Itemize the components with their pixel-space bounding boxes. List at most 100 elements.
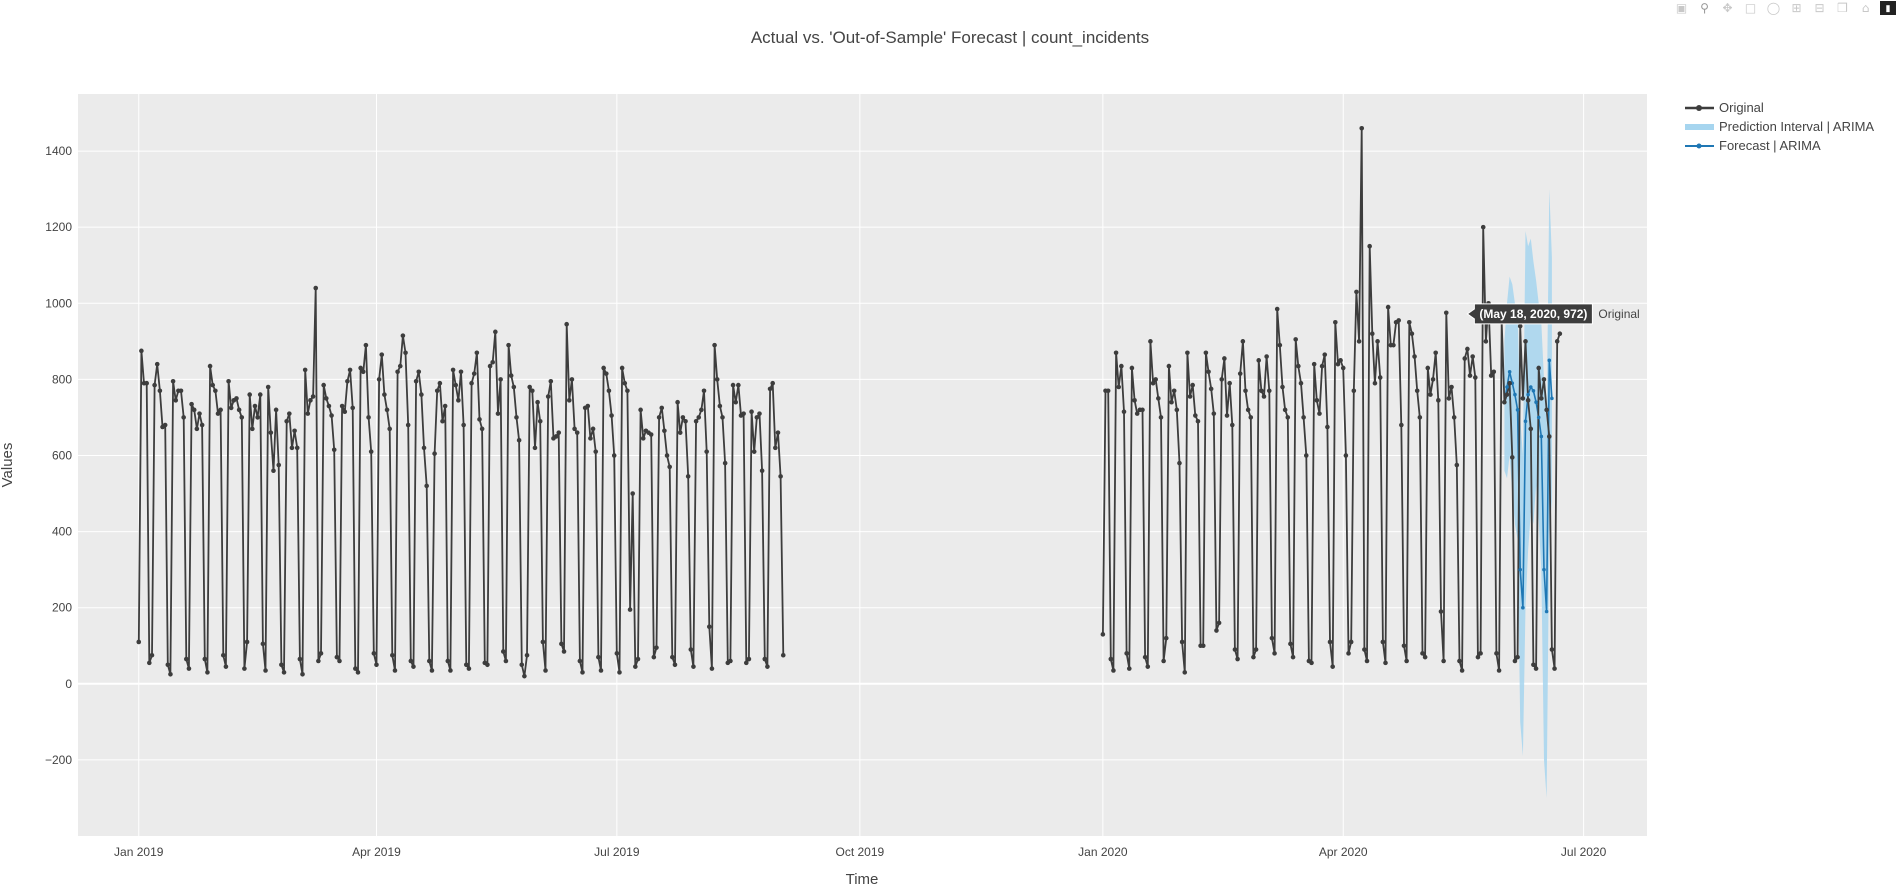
original-point (374, 662, 379, 668)
original-point (635, 656, 641, 662)
original-point (397, 363, 403, 369)
original-point (770, 380, 775, 386)
original-point (466, 666, 472, 671)
original-point (411, 664, 416, 669)
original-point (1240, 339, 1246, 344)
original-point (1451, 415, 1457, 420)
original-point (1214, 628, 1219, 633)
original-point (1433, 350, 1438, 356)
legend-item-forecast[interactable]: Forecast | ARIMA (1685, 138, 1821, 153)
legend-label-prediction-interval: Prediction Interval | ARIMA (1719, 119, 1874, 134)
original-point (1544, 407, 1549, 413)
original-point (236, 407, 242, 413)
original-point (1380, 639, 1386, 645)
original-point (471, 371, 477, 376)
original-point (609, 413, 614, 418)
original-point (313, 285, 319, 291)
original-point (170, 378, 176, 384)
forecast-point (1544, 609, 1549, 614)
legend-item-prediction-interval[interactable]: Prediction Interval | ARIMA (1685, 119, 1874, 134)
original-point (323, 396, 329, 401)
original-point (183, 656, 189, 662)
original-point (1523, 339, 1528, 344)
original-point (371, 651, 377, 656)
original-point (152, 382, 157, 388)
legend[interactable]: Original Prediction Interval | ARIMA For… (1685, 100, 1874, 153)
original-point (337, 658, 342, 664)
legend-item-original[interactable]: Original (1685, 100, 1764, 115)
original-point (1261, 394, 1267, 399)
hover-tooltip: (May 18, 2020, 972) Original (1466, 303, 1640, 325)
pan-icon[interactable]: ✥ (1722, 1, 1733, 15)
original-point (186, 666, 192, 671)
original-point (345, 378, 350, 384)
original-point (749, 409, 754, 415)
original-point (1554, 339, 1560, 344)
original-point (680, 415, 686, 420)
original-point (1224, 413, 1230, 418)
original-point (421, 445, 427, 451)
original-point (424, 483, 429, 489)
forecast-point (1523, 419, 1528, 424)
original-point (1375, 339, 1380, 344)
y-tick-label: 1200 (45, 220, 72, 234)
box-select-icon[interactable]: □ (1744, 1, 1757, 15)
plot-area[interactable] (78, 94, 1647, 836)
original-point (191, 407, 197, 413)
original-point (347, 367, 353, 373)
original-point (743, 660, 749, 666)
original-point (1401, 643, 1407, 649)
original-point (535, 399, 540, 405)
original-point (1454, 462, 1460, 468)
plotly-logo-icon[interactable]: ▮ (1880, 1, 1896, 15)
original-point (1557, 331, 1563, 337)
original-point (329, 413, 334, 418)
autoscale-icon[interactable]: ❒ (1837, 1, 1848, 15)
original-point (1496, 668, 1502, 673)
original-point (1235, 656, 1240, 662)
original-point (1277, 342, 1283, 348)
original-point (717, 403, 723, 409)
original-point (403, 350, 408, 356)
original-point (675, 399, 680, 405)
original-point (619, 365, 625, 371)
zoom-icon[interactable]: ⚲ (1700, 1, 1709, 15)
original-point (633, 664, 638, 669)
zoom-out-icon[interactable]: ⊟ (1814, 1, 1825, 15)
original-point (157, 388, 163, 394)
original-point (1475, 654, 1481, 660)
original-point (479, 426, 485, 432)
original-point (1338, 358, 1343, 363)
original-point (316, 658, 321, 664)
original-point (234, 396, 239, 401)
original-point (561, 649, 567, 654)
original-point (136, 639, 142, 645)
home-icon[interactable]: ⌂ (1861, 1, 1870, 15)
original-point (1541, 377, 1547, 382)
original-point (268, 430, 274, 435)
original-point (683, 418, 688, 424)
original-point (567, 398, 572, 403)
original-point (334, 654, 340, 660)
original-point (181, 415, 186, 420)
lasso-icon[interactable]: ◯ (1766, 1, 1781, 15)
original-point (730, 382, 736, 388)
original-point (255, 415, 260, 420)
original-point (1216, 620, 1222, 626)
original-point (1290, 654, 1296, 660)
original-point (627, 607, 633, 612)
original-point (450, 367, 456, 373)
original-point (1280, 384, 1285, 390)
zoom-in-icon[interactable]: ⊞ (1791, 1, 1802, 15)
camera-icon[interactable]: ▣ (1675, 1, 1688, 15)
original-point (530, 388, 535, 394)
original-point (147, 660, 152, 666)
original-point (1507, 380, 1512, 386)
original-point (1248, 415, 1254, 420)
original-point (1409, 331, 1415, 337)
original-point (395, 369, 400, 375)
original-point (1333, 320, 1338, 325)
original-point (1269, 635, 1275, 641)
original-point (1145, 664, 1151, 669)
